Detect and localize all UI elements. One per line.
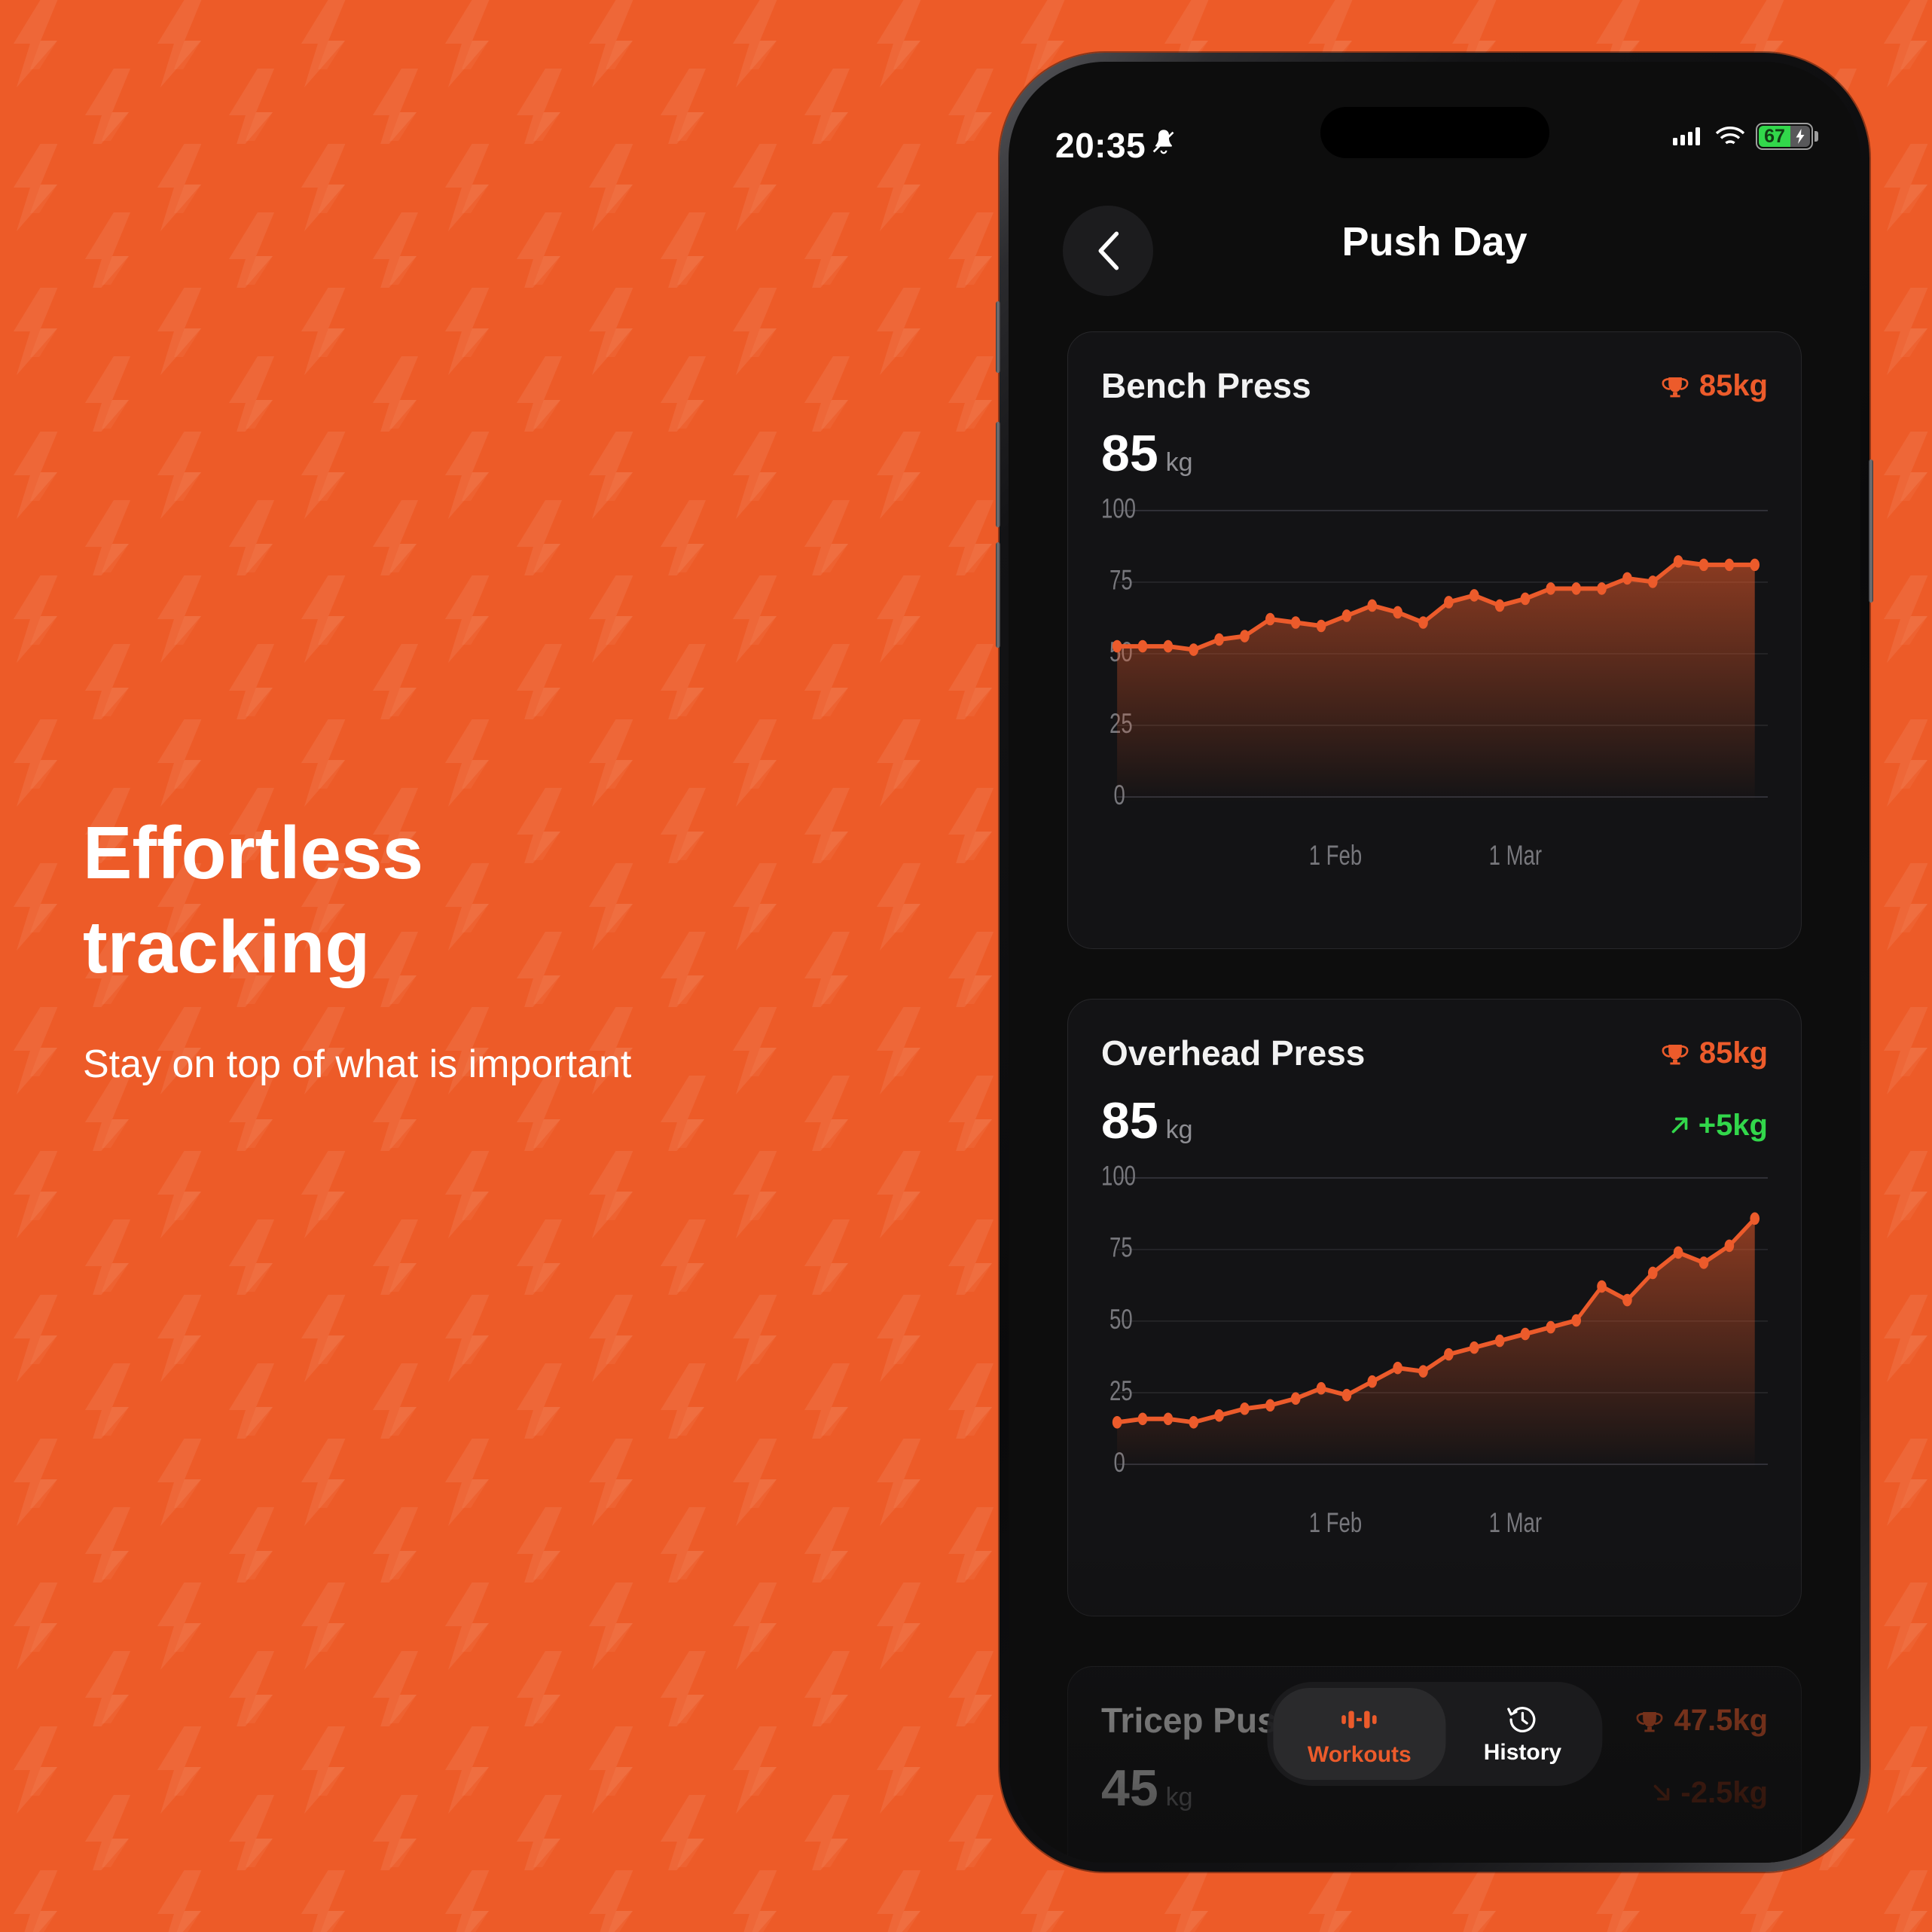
svg-text:1 Feb: 1 Feb [1309, 1506, 1362, 1538]
svg-text:75: 75 [1109, 564, 1133, 596]
svg-text:1 Feb: 1 Feb [1309, 839, 1362, 871]
svg-text:1 Mar: 1 Mar [1489, 839, 1543, 871]
svg-text:1 Mar: 1 Mar [1489, 1506, 1543, 1538]
svg-text:25: 25 [1109, 1375, 1133, 1406]
svg-text:75: 75 [1109, 1232, 1133, 1263]
svg-text:100: 100 [1101, 493, 1136, 524]
svg-text:100: 100 [1101, 1160, 1136, 1192]
svg-text:50: 50 [1109, 1303, 1133, 1335]
